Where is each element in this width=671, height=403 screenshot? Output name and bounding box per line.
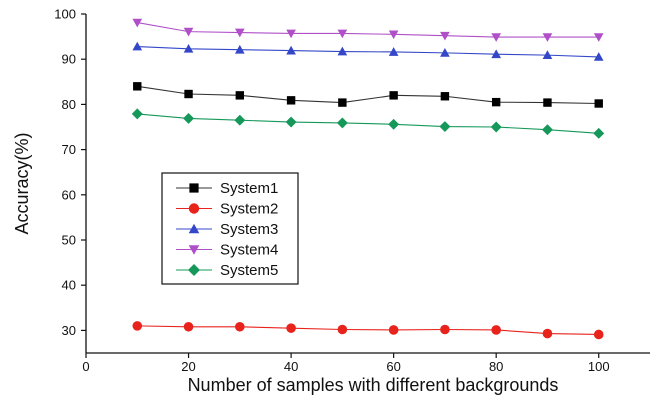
data-point — [132, 41, 143, 51]
x-axis-title: Number of samples with different backgro… — [188, 375, 559, 395]
data-point — [593, 52, 604, 61]
legend-marker — [189, 183, 199, 193]
y-tick-label: 60 — [62, 187, 76, 202]
legend-label: System4 — [220, 242, 278, 259]
data-point — [132, 321, 143, 331]
data-point — [337, 324, 348, 335]
data-point — [286, 323, 296, 333]
axes: 0 20 40 60 80 100 30 40 50 60 70 80 90 100 — [54, 7, 650, 374]
data-point — [183, 112, 195, 124]
data-point — [541, 124, 553, 136]
legend-marker — [188, 203, 200, 214]
data-point — [235, 91, 245, 100]
data-point — [542, 33, 553, 42]
data-point — [593, 127, 605, 139]
x-tick-label: 60 — [386, 359, 400, 374]
data-point — [388, 30, 399, 40]
y-tick-label: 30 — [62, 323, 76, 338]
legend-marker — [188, 264, 200, 276]
data-point — [337, 29, 348, 39]
x-tick-label: 20 — [181, 359, 195, 374]
legend-item: System3 — [176, 221, 278, 238]
series-system4 — [132, 18, 604, 42]
data-point — [286, 96, 296, 105]
data-point — [132, 18, 143, 28]
data-point — [491, 97, 501, 107]
data-point — [388, 325, 399, 335]
data-point — [338, 98, 347, 107]
y-tick-label: 100 — [54, 7, 76, 22]
series-line — [137, 325, 599, 336]
data-point — [133, 82, 142, 91]
y-tick-label: 70 — [62, 142, 76, 157]
data-point — [543, 98, 552, 107]
series-system3 — [132, 41, 604, 61]
data-point — [388, 118, 400, 130]
data-point — [593, 329, 604, 340]
data-point — [542, 50, 553, 59]
series-system1 — [133, 82, 603, 108]
legend-label: System2 — [220, 201, 278, 218]
legend-item: System5 — [176, 262, 278, 279]
data-point — [440, 31, 450, 41]
data-point — [389, 91, 398, 100]
data-point — [286, 45, 296, 55]
data-point — [440, 48, 450, 57]
data-point — [490, 121, 502, 133]
data-point — [440, 324, 450, 335]
data-point — [593, 33, 604, 42]
data-point — [337, 46, 348, 56]
x-tick-label: 80 — [489, 359, 503, 374]
x-tick-label: 0 — [82, 359, 89, 374]
y-axis-title: Accuracy(%) — [12, 132, 32, 234]
data-point — [235, 321, 245, 332]
series-line — [137, 45, 599, 58]
data-point — [286, 29, 296, 39]
data-point — [440, 92, 450, 101]
series-layer — [131, 18, 605, 340]
data-point — [491, 325, 501, 335]
data-point — [542, 328, 553, 339]
data-point — [183, 27, 194, 37]
legend: System1 System2 System3 System4 System5 — [161, 172, 299, 285]
legend-item: System4 — [176, 242, 278, 259]
x-tick-label: 100 — [588, 359, 610, 374]
series-line — [137, 22, 599, 38]
y-tick-label: 40 — [62, 278, 76, 293]
series-line — [137, 113, 599, 134]
legend-label: System1 — [220, 180, 278, 197]
legend-marker — [188, 223, 200, 234]
data-point — [234, 114, 246, 126]
legend-label: System3 — [220, 221, 278, 238]
data-point — [285, 116, 297, 128]
data-point — [184, 89, 193, 99]
data-point — [388, 47, 399, 56]
x-tick-label: 40 — [284, 359, 298, 374]
series-system5 — [131, 108, 605, 139]
data-point — [439, 121, 451, 133]
series-line — [137, 85, 599, 105]
data-point — [234, 44, 245, 54]
y-tick-label: 90 — [62, 52, 76, 67]
data-point — [491, 49, 502, 59]
y-tick-label: 50 — [62, 233, 76, 248]
data-point — [131, 108, 143, 120]
y-tick-label: 80 — [62, 97, 76, 112]
series-system2 — [132, 321, 604, 340]
legend-label: System5 — [220, 262, 278, 279]
data-point — [234, 28, 245, 38]
legend-marker — [188, 245, 200, 255]
data-point — [491, 33, 502, 42]
data-point — [183, 43, 194, 53]
data-point — [336, 117, 348, 129]
legend-item: System2 — [176, 201, 278, 218]
data-point — [594, 99, 603, 108]
legend-item: System1 — [176, 180, 278, 197]
data-point — [183, 321, 194, 332]
